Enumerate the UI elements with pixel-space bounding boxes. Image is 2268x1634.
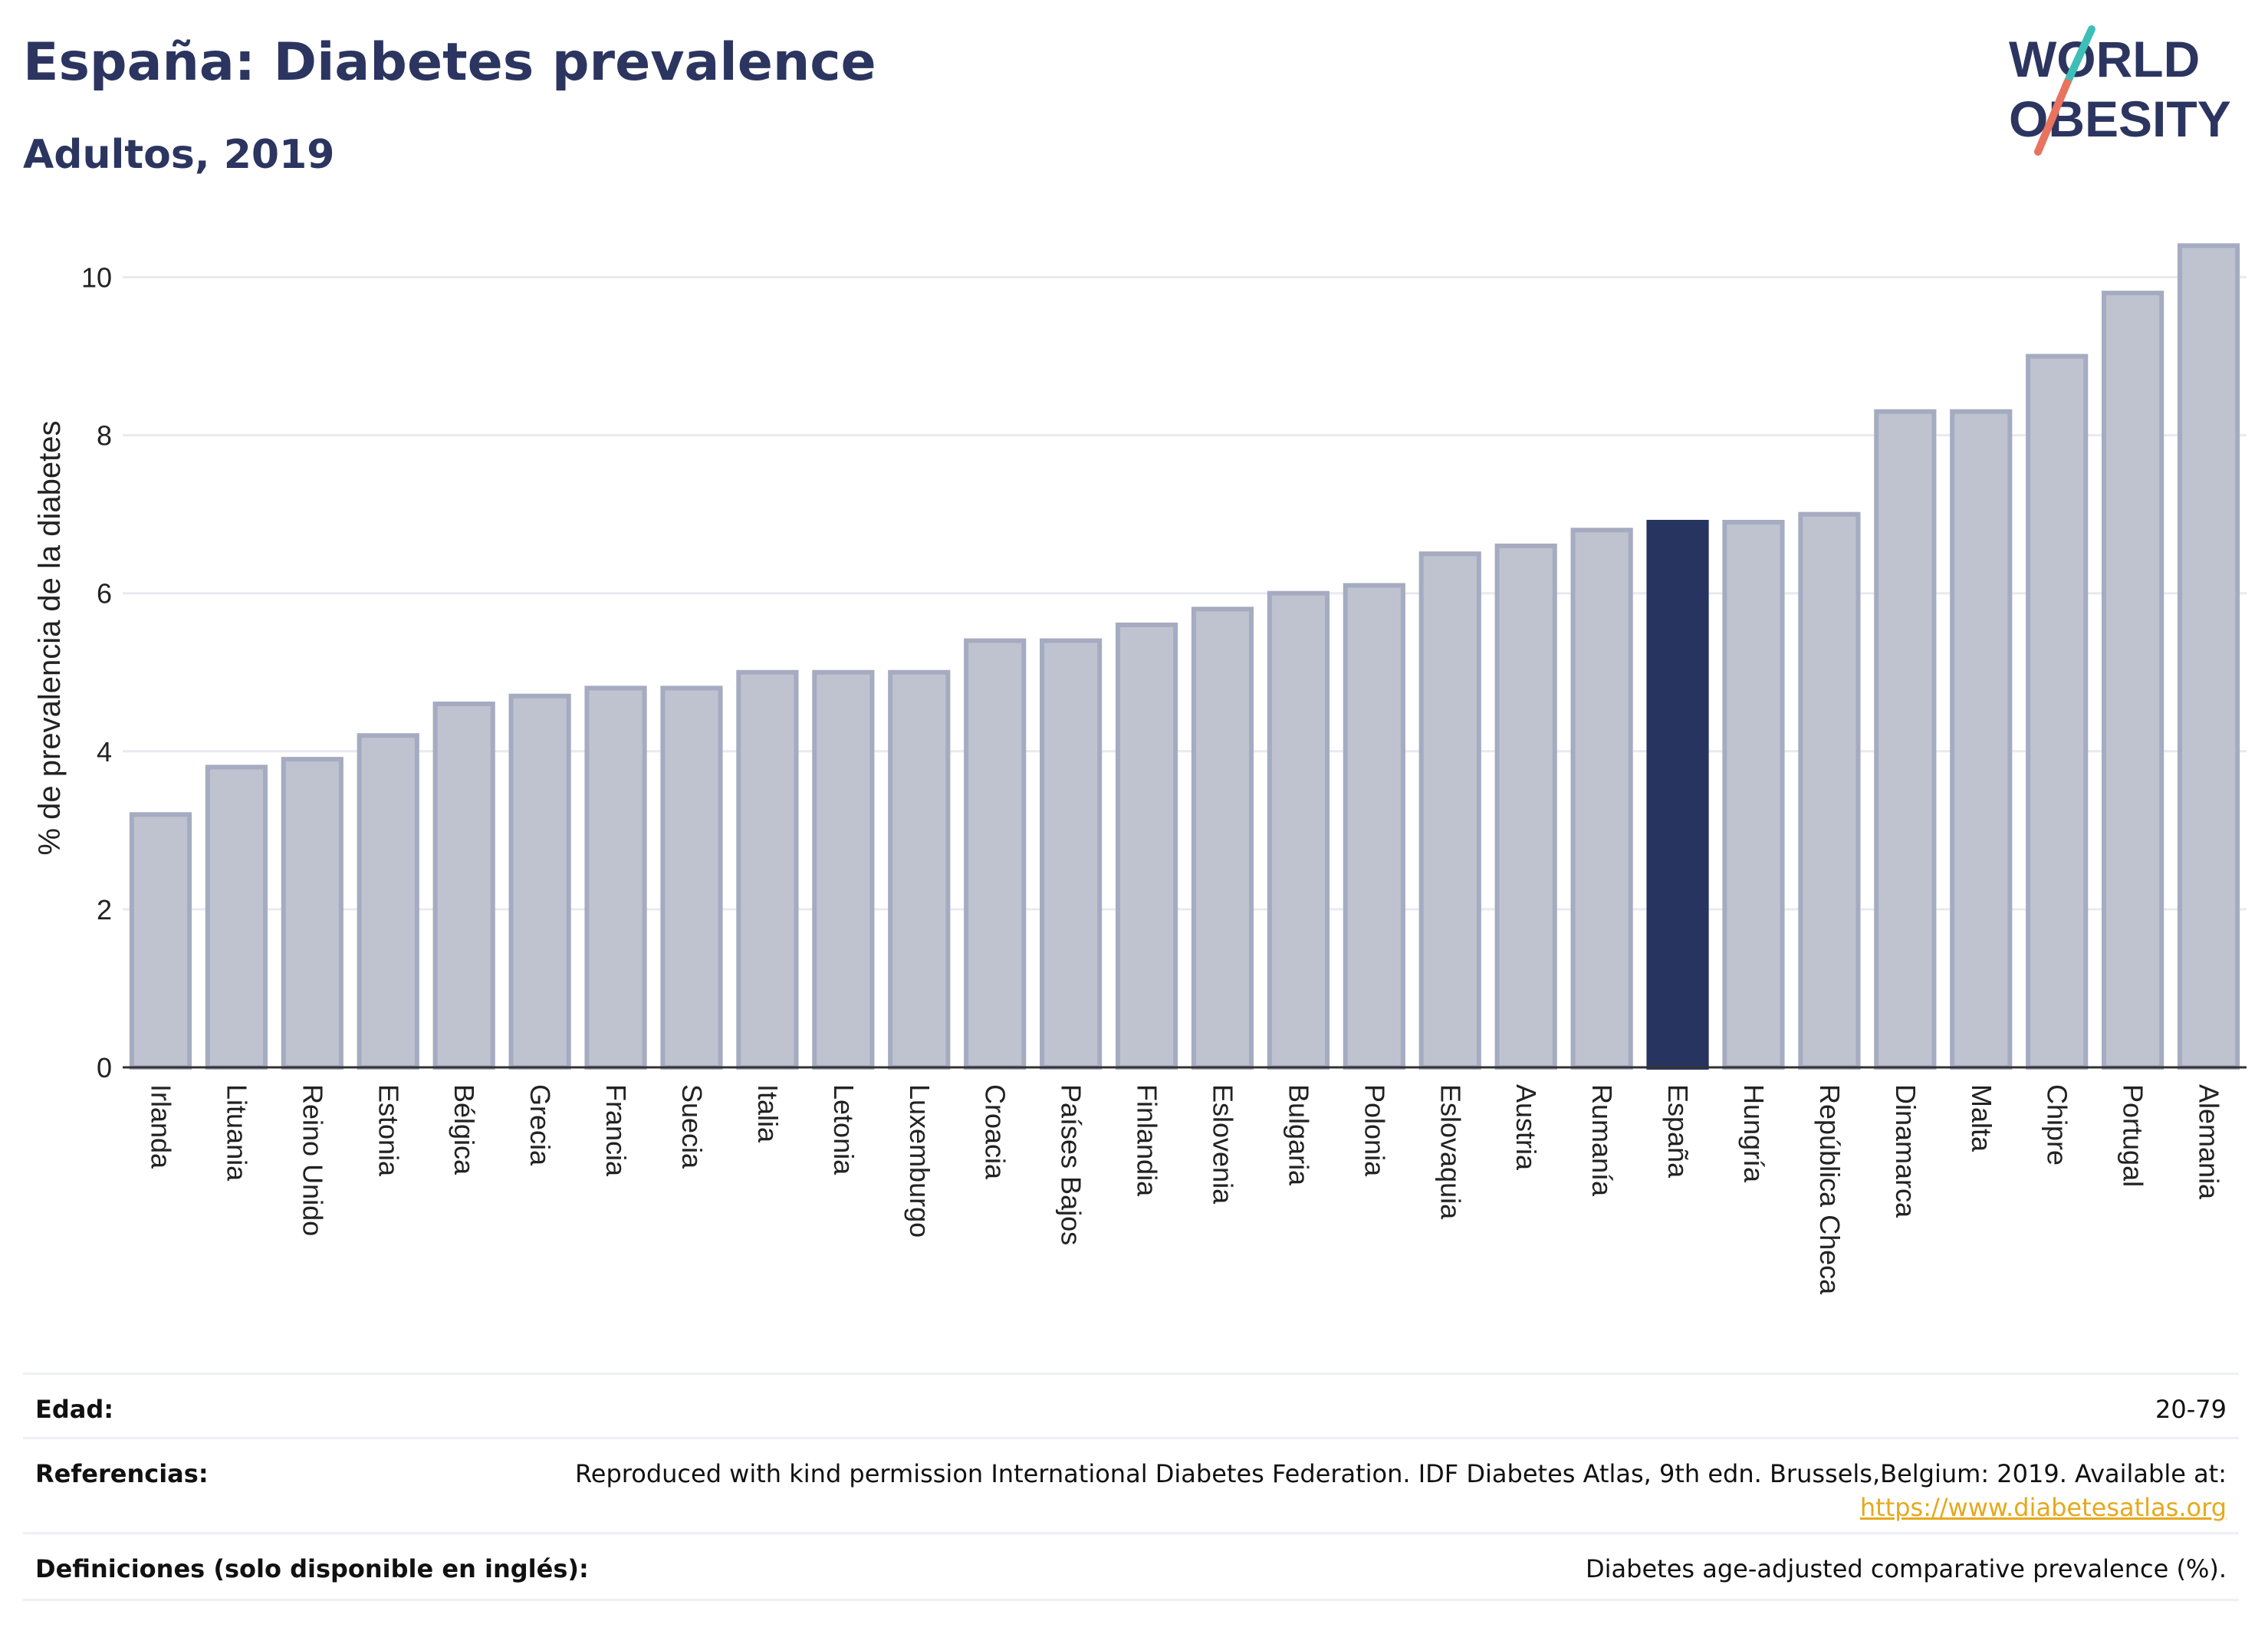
age-label: Edad: [35, 1395, 114, 1424]
y-tick-label: 0 [97, 1052, 112, 1083]
x-tick-label: Suecia [676, 1084, 708, 1169]
x-tick-label: España [1662, 1084, 1694, 1179]
x-tick-label: Finlandia [1132, 1084, 1163, 1197]
bar-eslovaquia [1418, 551, 1481, 1070]
x-tick-label: Portugal [2118, 1084, 2149, 1187]
bar-francia [584, 685, 647, 1070]
x-tick-label: Hungría [1738, 1084, 1770, 1183]
x-tick-label: Estonia [373, 1084, 404, 1177]
y-axis-label: % de prevalencia de la diabetes [33, 420, 67, 855]
page-subtitle: Adultos, 2019 [23, 132, 335, 178]
bar-suecia [660, 685, 723, 1070]
bar-bélgica [432, 701, 495, 1070]
bar-república-checa [1798, 511, 1861, 1070]
bar-croacia [964, 638, 1027, 1070]
bar-lituania [205, 764, 268, 1070]
bar-austria [1494, 543, 1557, 1070]
bars [129, 243, 2240, 1070]
definitions-label: Definiciones (solo disponible en inglés)… [35, 1554, 589, 1583]
bar-letonia [812, 669, 875, 1070]
x-tick-label: Dinamarca [1890, 1084, 1921, 1218]
bar-rumanía [1570, 528, 1633, 1070]
logo-slash-top [2063, 25, 2095, 87]
bar-chipre [2026, 353, 2089, 1070]
axes: 0 2 4 6 8 10 Irlanda Lituania Reino Unido Estonia… [81, 262, 2247, 1295]
x-tick-label: Reino Unido [297, 1084, 328, 1236]
bar-portugal [2102, 291, 2164, 1070]
y-tick-label: 8 [97, 420, 112, 452]
references-text: Reproduced with kind permission Internat… [574, 1459, 2227, 1488]
x-tick-label: Irlanda [145, 1084, 176, 1169]
x-tick-label: Luxemburgo [904, 1084, 935, 1238]
footer-row-age: Edad: 20-79 [23, 1373, 2239, 1439]
x-tick-label: Lituania [221, 1084, 252, 1182]
footer-row-references: Referencias: Reproduced with kind permis… [23, 1437, 2239, 1534]
world-obesity-logo: WORLD OBESITY [2009, 25, 2231, 156]
x-tick-label: Países Bajos [1056, 1084, 1087, 1245]
x-tick-label: Malta [1966, 1084, 1997, 1152]
x-tick-label: Bélgica [449, 1084, 480, 1175]
y-tick-label: 2 [97, 894, 112, 925]
y-tick-label: 4 [97, 736, 112, 768]
x-tick-label: Italia [752, 1084, 784, 1143]
footer-row-definitions: Definiciones (solo disponible en inglés)… [23, 1532, 2239, 1601]
bar-eslovenia [1191, 607, 1254, 1070]
x-tick-label: Chipre [2042, 1084, 2073, 1165]
bar-países-bajos [1040, 638, 1103, 1070]
bar-luxemburgo [888, 669, 951, 1070]
x-tick-label: Eslovaquia [1435, 1084, 1466, 1220]
x-tick-label: Francia [600, 1084, 632, 1177]
page-title: España: Diabetes prevalence [23, 32, 876, 93]
x-tick-label: Eslovenia [1207, 1084, 1238, 1205]
bar-españa [1646, 519, 1709, 1070]
x-tick-label: Letonia [828, 1084, 860, 1175]
bar-italia [736, 669, 799, 1070]
y-tick-label: 6 [97, 578, 112, 610]
bar-chart: 0 2 4 6 8 10 Irlanda Lituania Reino Unido Estonia… [33, 243, 2247, 1295]
bar-estonia [357, 733, 419, 1070]
bar-reino-unido [281, 757, 343, 1070]
x-tick-label: Grecia [524, 1084, 556, 1166]
bar-alemania [2177, 243, 2240, 1070]
x-tick-label: Bulgaria [1283, 1084, 1314, 1186]
x-tick-label: Austria [1510, 1084, 1542, 1171]
bar-finlandia [1115, 622, 1178, 1070]
x-tick-label: República Checa [1814, 1084, 1846, 1295]
x-tick-label: Alemania [2194, 1084, 2225, 1200]
bar-bulgaria [1267, 590, 1330, 1070]
references-label: Referencias: [35, 1459, 209, 1488]
x-tick-label: Rumanía [1586, 1084, 1618, 1197]
bar-polonia [1343, 583, 1405, 1070]
x-tick-label: Polonia [1359, 1084, 1390, 1177]
bar-grecia [508, 693, 571, 1070]
bar-dinamarca [1874, 409, 1937, 1070]
logo-slash-bottom [2034, 79, 2071, 156]
bar-malta [1950, 409, 2013, 1070]
definitions-value: Diabetes age-adjusted comparative preval… [1586, 1554, 2227, 1583]
bar-irlanda [129, 812, 192, 1070]
y-tick-label: 10 [81, 262, 112, 294]
x-tick-label: Croacia [980, 1084, 1011, 1180]
bar-hungría [1722, 519, 1785, 1070]
age-value: 20-79 [2155, 1395, 2227, 1424]
logo-line1: WORLD [2009, 31, 2200, 87]
references-link[interactable]: https://www.diabetesatlas.org [1859, 1493, 2227, 1522]
